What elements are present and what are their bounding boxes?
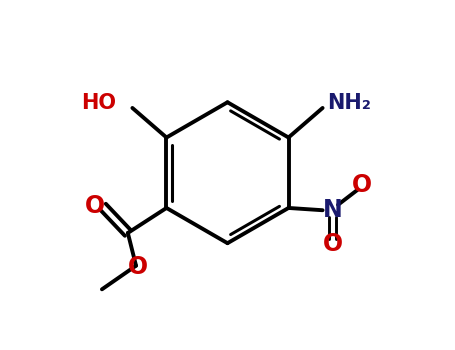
Text: O: O	[352, 173, 372, 197]
Text: O: O	[128, 254, 148, 279]
Text: N: N	[323, 198, 343, 222]
Text: HO: HO	[81, 93, 116, 113]
Text: O: O	[85, 194, 105, 218]
Text: NH₂: NH₂	[327, 93, 371, 113]
Text: O: O	[323, 232, 343, 256]
